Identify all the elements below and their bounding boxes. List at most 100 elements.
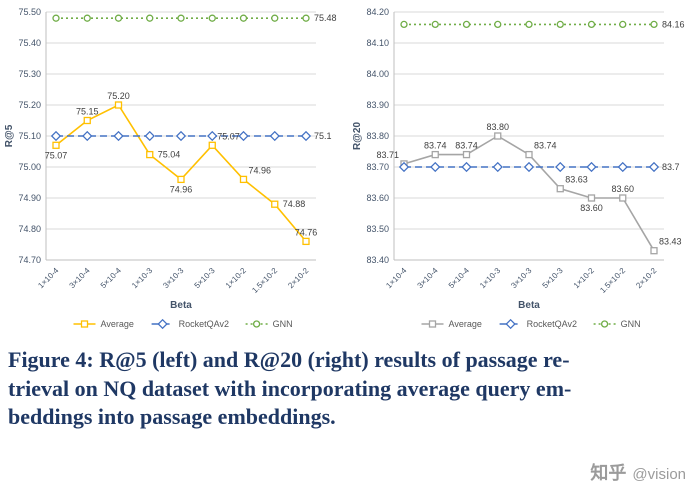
marker-circle-icon: [302, 14, 310, 22]
data-label: 83.74: [424, 141, 447, 151]
zhihu-logo-text: 知乎: [590, 463, 627, 483]
data-label: 74.76: [295, 227, 318, 237]
marker-square-icon: [146, 150, 154, 159]
marker-diamond-icon: [82, 130, 93, 142]
x-tick-label: 1.5×10-2: [598, 266, 627, 295]
y-tick-label: 75.00: [18, 162, 41, 172]
marker-diamond-icon: [207, 130, 218, 142]
marker-square-icon: [494, 132, 502, 140]
chart-r5: 74.70 74.80 74.90 75.00 75.10 75.20 75.30 75.40…: [0, 0, 348, 336]
y-tick-label: 74.80: [18, 224, 41, 234]
marker-diamond-icon: [586, 161, 597, 173]
marker-square-icon: [428, 320, 437, 328]
legend-label-average: Average: [101, 319, 134, 329]
x-tick-label: 5×10-3: [541, 266, 566, 291]
y-tick-label: 75.30: [18, 69, 41, 79]
y-tick-label: 75.50: [18, 7, 41, 17]
marker-square-icon: [239, 175, 248, 184]
y-tick-label: 83.40: [366, 255, 389, 265]
data-label: 75.07: [45, 150, 68, 160]
x-tick-label: 1×10-3: [478, 266, 503, 291]
x-tick-label: 1×10-4: [384, 266, 409, 291]
marker-circle-icon: [431, 20, 439, 29]
series-end-label: 75.1: [314, 131, 332, 141]
data-label: 83.74: [455, 141, 478, 151]
r5-line-chart: 74.70 74.80 74.90 75.00 75.10 75.20 75.30 75.40…: [4, 7, 337, 330]
marker-square-icon: [208, 141, 216, 149]
y-tick-label: 74.90: [18, 193, 41, 203]
marker-diamond-icon: [269, 130, 280, 142]
legend-label-average: Average: [449, 319, 482, 329]
marker-circle-icon: [462, 20, 471, 29]
x-tick-label: 1×10-4: [36, 266, 61, 291]
marker-square-icon: [587, 194, 596, 202]
marker-circle-icon: [146, 14, 154, 22]
marker-circle-icon: [525, 20, 533, 29]
watermark-handle: @vision: [632, 466, 686, 483]
legend-label-rocketqav2: RocketQAv2: [179, 319, 229, 329]
marker-circle-icon: [619, 20, 627, 29]
series-end-label: 83.7: [662, 162, 680, 172]
data-label: 75.15: [76, 107, 99, 117]
marker-square-icon: [52, 141, 60, 149]
x-tick-label: 3×10-4: [68, 266, 93, 291]
r20-line-chart: 83.40 83.50 83.60 83.70 83.80 83.90 84.00 84.10…: [352, 7, 685, 330]
legend-label-gnn: GNN: [621, 319, 641, 329]
y-tick-label: 84.20: [366, 7, 389, 17]
x-tick-label: 1×10-3: [130, 266, 155, 291]
marker-circle-icon: [556, 20, 564, 29]
marker-circle-icon: [650, 20, 658, 29]
x-tick-label: 3×10-4: [416, 266, 441, 291]
x-tick-label: 5×10-4: [99, 266, 124, 291]
marker-circle-icon: [114, 14, 123, 22]
marker-square-icon: [556, 185, 564, 193]
marker-square-icon: [80, 320, 89, 328]
x-tick-label: 5×10-4: [447, 266, 472, 291]
y-tick-label: 84.10: [366, 38, 389, 48]
chart-r20: 83.40 83.50 83.60 83.70 83.80 83.90 84.00 84.10…: [348, 0, 696, 336]
x-axis-title: Beta: [518, 300, 540, 311]
marker-circle-icon: [52, 14, 60, 22]
legend-label-rocketqav2: RocketQAv2: [527, 319, 577, 329]
data-label: 83.74: [534, 141, 557, 151]
data-label: 74.88: [283, 199, 306, 209]
y-tick-label: 83.70: [366, 162, 389, 172]
marker-diamond-icon: [523, 161, 535, 173]
y-tick-label: 74.70: [18, 255, 41, 265]
marker-square-icon: [431, 150, 439, 159]
y-tick-label: 75.10: [18, 131, 41, 141]
marker-circle-icon: [208, 14, 216, 22]
marker-circle-icon: [271, 14, 279, 22]
marker-diamond-icon: [238, 130, 249, 142]
marker-circle-icon: [494, 20, 502, 29]
data-label: 83.60: [611, 184, 634, 194]
marker-square-icon: [271, 200, 279, 208]
marker-circle-icon: [83, 14, 91, 22]
charts-row: 74.70 74.80 74.90 75.00 75.10 75.20 75.30 75.40…: [0, 0, 696, 336]
data-label: 74.96: [170, 184, 193, 194]
marker-diamond-icon: [505, 318, 516, 330]
marker-diamond-icon: [617, 161, 628, 173]
marker-diamond-icon: [648, 161, 660, 173]
marker-circle-icon: [600, 320, 609, 328]
marker-circle-icon: [239, 14, 248, 22]
x-tick-label: 1×10-2: [224, 266, 249, 291]
marker-diamond-icon: [157, 318, 168, 330]
x-tick-label: 2×10-2: [634, 266, 659, 291]
y-tick-label: 83.80: [366, 131, 389, 141]
marker-diamond-icon: [144, 130, 155, 142]
x-axis-title: Beta: [170, 300, 192, 311]
marker-circle-icon: [177, 14, 185, 22]
series-end-label: 75.48: [314, 13, 337, 23]
y-tick-label: 83.90: [366, 100, 389, 110]
marker-square-icon: [525, 150, 533, 159]
marker-diamond-icon: [430, 161, 441, 173]
y-tick-label: 84.00: [366, 69, 389, 79]
marker-square-icon: [619, 194, 627, 202]
marker-square-icon: [650, 247, 658, 255]
marker-square-icon: [302, 237, 310, 246]
marker-circle-icon: [252, 320, 261, 328]
x-tick-label: 1.5×10-2: [250, 266, 279, 295]
x-tick-label: 3×10-3: [161, 266, 186, 291]
data-label: 75.04: [158, 150, 181, 160]
